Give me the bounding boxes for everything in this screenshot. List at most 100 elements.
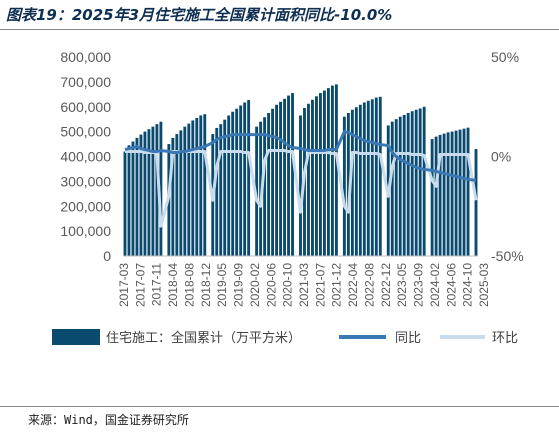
bar-2018 (179, 130, 183, 256)
x-tick-label: 2024-10 (461, 263, 475, 307)
bar-2020 (291, 93, 294, 256)
legend: 住宅施工：全国累计（万平方米） 同比 环比 (52, 329, 518, 346)
yoy-line (124, 130, 477, 182)
bar-2018 (183, 126, 187, 257)
bar-2017 (127, 145, 131, 256)
legend-label-mom: 环比 (492, 331, 518, 346)
left-tick-label: 300,000 (60, 173, 111, 189)
bar-2021 (299, 115, 302, 257)
bar-2022 (362, 102, 366, 257)
line-series (124, 130, 478, 228)
bar-2019 (231, 111, 235, 256)
left-tick-label: 100,000 (60, 223, 111, 239)
bar-2021 (307, 103, 310, 256)
bar-2019 (239, 105, 243, 256)
bar-2024 (450, 131, 454, 257)
bar-2024 (442, 133, 446, 256)
bar-2024 (466, 127, 470, 257)
left-tick-label: 800,000 (60, 49, 111, 65)
bar-2017 (143, 131, 147, 257)
bar-2019 (247, 100, 251, 256)
bar-2017 (131, 141, 135, 256)
bar-2023 (406, 112, 410, 256)
x-tick-label: 2018-04 (166, 263, 180, 307)
x-tick-label: 2018-08 (183, 263, 197, 307)
x-tick-label: 2020-06 (264, 263, 278, 307)
bar-2017 (135, 137, 139, 256)
bar-2022 (378, 96, 382, 256)
bar-2017 (159, 121, 163, 256)
right-tick-label: -50% (491, 248, 524, 264)
bar-2023 (402, 114, 406, 257)
bar-2022 (374, 97, 378, 256)
bar-2023 (418, 108, 422, 257)
bar-2021 (330, 85, 334, 256)
right-tick-label: 50% (491, 49, 519, 65)
x-tick-label: 2017-03 (117, 263, 131, 307)
x-tick-label: 2023-09 (412, 263, 426, 307)
bar-2022 (350, 109, 354, 257)
bar-2017 (147, 129, 151, 256)
bar-2024 (434, 136, 438, 256)
bar-2017 (123, 151, 127, 256)
bar-2024 (462, 128, 466, 256)
x-tick-label: 2023-05 (395, 263, 409, 307)
bar-2018 (171, 137, 175, 256)
x-tick-label: 2025-03 (477, 263, 491, 307)
bar-2022 (354, 107, 358, 256)
bar-2024 (446, 132, 450, 256)
x-tick-label: 2019-05 (215, 263, 229, 307)
bar-2025 (474, 149, 478, 256)
legend-label-bar: 住宅施工：全国累计（万平方米） (106, 330, 301, 346)
x-tick-label: 2022-12 (379, 263, 393, 307)
bar-2021 (326, 88, 330, 256)
bar-2023 (414, 109, 418, 257)
chart-title: 图表19：2025年3月住宅施工全国累计面积同比-10.0% (6, 6, 393, 24)
bar-2018 (187, 123, 191, 256)
x-tick-label: 2017-11 (150, 263, 164, 306)
bar-2018 (199, 115, 203, 257)
bar-2020 (287, 95, 290, 256)
x-tick-label: 2022-04 (346, 263, 360, 307)
bar-2021 (315, 96, 318, 256)
bar-2022 (358, 104, 362, 256)
bar-2018 (191, 120, 195, 257)
axes: 0 100,000 200,000 300,000 400,000 500,000 600,… (60, 49, 523, 307)
left-tick-label: 600,000 (60, 99, 111, 115)
bar-2019 (223, 119, 227, 256)
x-tick-label: 2017-07 (133, 263, 147, 307)
bar-2023 (390, 121, 394, 256)
source-note: 来源：Wind，国金证券研究所 (28, 413, 189, 427)
bar-2019 (219, 124, 223, 256)
bar-2020 (267, 112, 271, 256)
bar-2022 (370, 99, 374, 256)
bar-2019 (243, 102, 247, 257)
left-tick-label: 0 (103, 248, 111, 264)
bar-2017 (139, 134, 143, 256)
bar-2022 (366, 100, 370, 256)
bar-2018 (175, 134, 179, 256)
x-tick-label: 2021-12 (330, 263, 344, 307)
left-tick-label: 400,000 (60, 149, 111, 165)
bar-2019 (215, 127, 219, 256)
bar-series (123, 84, 478, 257)
bar-2021 (319, 93, 322, 256)
x-tick-label: 2021-03 (297, 263, 311, 307)
x-tick-label: 2019-09 (232, 263, 246, 307)
bar-2019 (227, 115, 231, 257)
bar-2023 (410, 111, 414, 256)
x-tick-label: 2018-12 (199, 263, 213, 307)
bar-2024 (458, 129, 462, 256)
bar-2020 (263, 117, 267, 256)
left-tick-label: 500,000 (60, 124, 111, 140)
bar-2020 (271, 108, 275, 257)
bar-2020 (275, 104, 278, 256)
bar-2017 (155, 124, 159, 256)
bar-2023 (394, 119, 398, 256)
bar-2017 (151, 126, 155, 257)
x-tick-label: 2020-02 (248, 263, 262, 307)
bar-2022 (342, 116, 346, 256)
bar-2024 (454, 130, 458, 256)
x-tick-label: 2021-07 (313, 263, 327, 307)
